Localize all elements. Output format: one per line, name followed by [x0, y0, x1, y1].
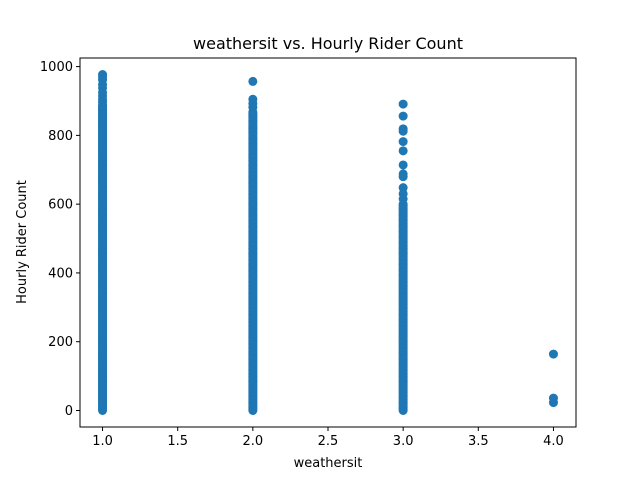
y-tick-label: 400 [48, 266, 73, 281]
data-point [548, 398, 558, 408]
y-tick-label: 800 [48, 129, 73, 144]
data-point [398, 172, 408, 182]
plot-frame [79, 57, 577, 428]
scatter-points [98, 70, 558, 415]
y-tick-label: 200 [48, 335, 73, 350]
data-point [398, 99, 408, 109]
data-point [398, 183, 408, 193]
x-tick-label: 2.5 [318, 434, 339, 449]
data-point [548, 349, 558, 359]
x-axis: 1.0 1.5 2.0 2.5 3.0 3.5 4.0 [92, 427, 564, 449]
y-tick-label: 0 [65, 404, 73, 419]
y-tick-label: 600 [48, 198, 73, 213]
x-tick-label: 3.5 [468, 434, 489, 449]
y-axis-title: Hourly Rider Count [15, 180, 30, 304]
x-tick-label: 1.5 [167, 434, 188, 449]
data-point [398, 137, 408, 147]
x-tick-label: 1.0 [92, 434, 113, 449]
data-point [248, 102, 258, 112]
data-point [398, 126, 408, 136]
x-tick-label: 4.0 [543, 434, 564, 449]
data-point [98, 97, 108, 107]
x-tick-label: 2.0 [243, 434, 264, 449]
x-tick-label: 3.0 [393, 434, 414, 449]
data-point [398, 111, 408, 121]
data-point [398, 146, 408, 156]
y-tick-label: 1000 [40, 60, 73, 75]
data-point [248, 76, 258, 86]
chart-title: weathersit vs. Hourly Rider Count [193, 34, 463, 53]
data-point [398, 160, 408, 170]
y-axis: 0 200 400 600 800 1000 [40, 60, 80, 419]
data-point [398, 194, 408, 204]
x-axis-title: weathersit [294, 456, 363, 471]
